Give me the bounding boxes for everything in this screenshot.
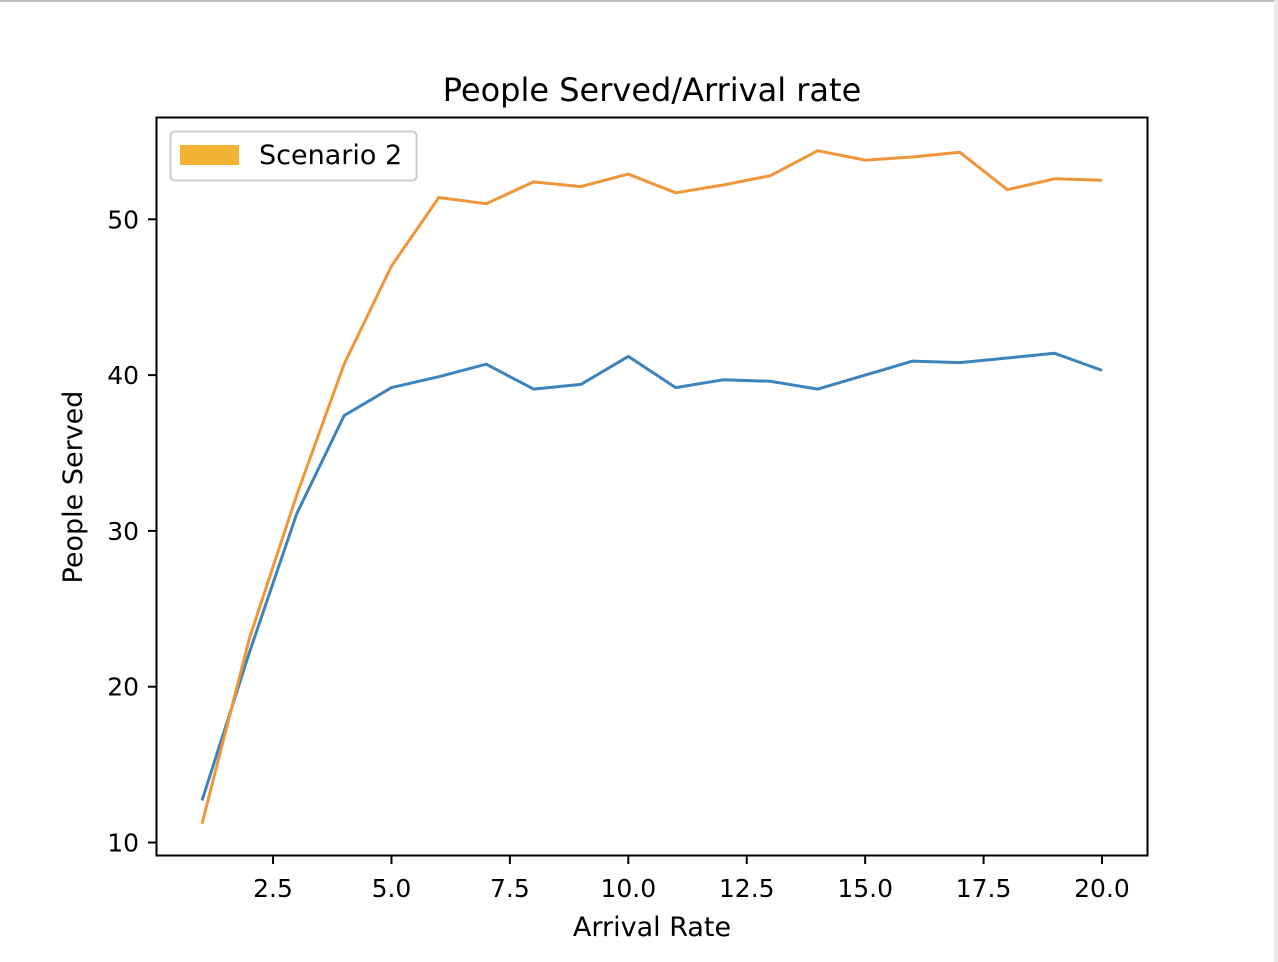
legend-box (169, 130, 418, 182)
x-tick-label: 12.5 (719, 874, 775, 903)
x-tick-label: 10.0 (600, 874, 656, 903)
x-axis: 2.5 5.0 7.5 10.0 12.5 15.0 17.5 20.0 (253, 855, 1130, 903)
y-tick-label: 20 (107, 673, 139, 702)
x-tick-label: 5.0 (372, 874, 412, 903)
y-tick-label: 50 (107, 205, 139, 234)
y-tick-label: 40 (107, 361, 139, 390)
window-top-border (0, 0, 1278, 2)
x-tick-label: 17.5 (956, 874, 1012, 903)
x-tick-label: 15.0 (837, 874, 893, 903)
legend-swatch-scenario-2 (180, 145, 239, 165)
plot-frame (155, 116, 1149, 857)
legend: Scenario 2 (169, 130, 418, 182)
x-tick-label: 20.0 (1074, 874, 1130, 903)
legend-label-scenario-2: Scenario 2 (259, 140, 402, 171)
series-line-1 (200, 351, 1103, 801)
x-axis-label: Arrival Rate (573, 912, 731, 943)
window-right-edge (1274, 0, 1278, 962)
y-tick-label: 30 (107, 517, 139, 546)
x-tick-label: 7.5 (490, 874, 530, 903)
y-tick-label: 10 (107, 829, 139, 858)
y-axis: 10 20 30 40 50 (107, 205, 157, 858)
chart-title: People Served/Arrival rate (443, 71, 862, 109)
series-line-2 (200, 149, 1103, 825)
x-tick-label: 2.5 (253, 874, 293, 903)
series-layer (200, 149, 1103, 825)
y-axis-label: People Served (58, 391, 89, 584)
